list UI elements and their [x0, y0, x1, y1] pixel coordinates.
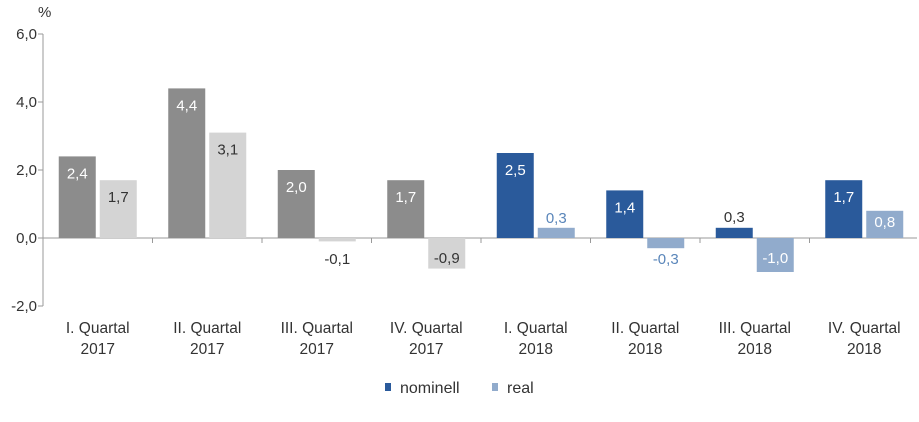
data-label-real: 0,3	[546, 210, 567, 227]
data-label-nominell: 1,7	[833, 189, 854, 206]
bar-nominell	[496, 153, 534, 238]
bars	[58, 88, 904, 272]
data-label-real: -1,0	[762, 250, 788, 267]
bar-real	[99, 180, 137, 238]
data-label-nominell: 2,5	[505, 162, 526, 179]
data-label-nominell: 2,4	[67, 165, 88, 182]
bar-nominell	[168, 88, 206, 239]
bar-nominell	[277, 170, 315, 238]
x-tick-label: III. Quartal 2018	[719, 320, 791, 358]
data-label-real: 0,8	[874, 214, 895, 231]
y-tick-label: 2,0	[16, 162, 37, 179]
legend: nominell real	[385, 380, 534, 397]
x-tick-label: I. Quartal 2018	[504, 320, 568, 358]
data-label-nominell: 4,4	[176, 97, 197, 114]
bar-nominell	[715, 227, 753, 238]
bar-real	[866, 210, 904, 238]
bar-real	[756, 238, 794, 272]
y-unit-label: %	[38, 4, 51, 21]
x-tick-label: IV. Quartal 2018	[828, 320, 901, 358]
bar-real	[209, 132, 247, 238]
y-tick-label: 6,0	[16, 26, 37, 43]
data-label-real: 3,1	[217, 142, 238, 159]
y-tick-label: 4,0	[16, 94, 37, 111]
x-tick-label: IV. Quartal 2017	[390, 320, 463, 358]
x-tick-label: I. Quartal 2017	[66, 320, 130, 358]
data-label-nominell: 1,4	[614, 199, 635, 216]
x-tick-label: II. Quartal 2017	[173, 320, 241, 358]
x-axis: I. Quartal 2017 II. Quartal 2017 III. Quarta…	[43, 237, 917, 358]
bar-nominell	[825, 180, 863, 238]
legend-label-nominell: nominell	[400, 380, 460, 397]
data-label-real: -0,3	[653, 251, 679, 268]
x-tick-label: III. Quartal 2017	[281, 320, 353, 358]
data-label-nominell: 1,7	[395, 189, 416, 206]
bar-nominell	[387, 180, 425, 238]
bar-nominell	[606, 190, 644, 238]
data-label-nominell: 2,0	[286, 179, 307, 196]
bar-real	[647, 238, 685, 249]
legend-swatch-real	[492, 383, 498, 391]
y-axis: %6,0 4,0 2,0 0,0 -2,0	[11, 4, 51, 315]
legend-label-real: real	[507, 380, 534, 397]
x-tick-label: II. Quartal 2018	[611, 320, 679, 358]
data-label-nominell: 0,3	[724, 209, 745, 226]
y-tick-label: 0,0	[16, 230, 37, 247]
bar-real	[428, 238, 466, 269]
legend-swatch-nominell	[385, 383, 391, 391]
data-label-real: 1,7	[108, 189, 129, 206]
data-label-real: -0,1	[324, 251, 350, 268]
value-labels: 2,4 1,7 4,4 3,1 2,0 -0,1 1,7 -0,9 2,5 0,3 1,4 -0,3 0…	[67, 97, 895, 268]
bar-nominell	[58, 156, 96, 238]
y-tick-label: -2,0	[11, 298, 37, 315]
bar-real	[318, 238, 356, 242]
data-label-real: -0,9	[434, 250, 460, 267]
bar-real	[537, 227, 575, 238]
